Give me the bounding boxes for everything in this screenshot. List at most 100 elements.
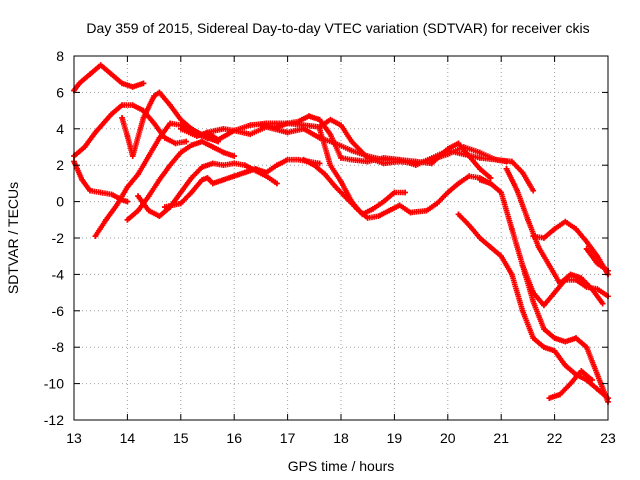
data-point [445, 151, 451, 158]
data-point [557, 391, 563, 398]
data-point [509, 271, 515, 278]
data-point [145, 153, 152, 159]
data-point [194, 133, 200, 139]
data-point [578, 275, 585, 281]
x-tick-label: 13 [66, 430, 82, 446]
x-tick-label: 18 [333, 430, 349, 446]
x-axis-label: GPS time / hours [288, 458, 395, 474]
data-point [124, 133, 131, 139]
data-point [402, 189, 408, 196]
data-point [428, 160, 435, 167]
data-point [594, 386, 601, 392]
data-point [316, 126, 323, 132]
data-point [599, 300, 606, 307]
data-point [519, 169, 526, 176]
data-point [119, 115, 125, 121]
x-tick-label: 16 [226, 430, 242, 446]
data-point [348, 198, 355, 205]
data-point [348, 138, 355, 145]
data-point [156, 135, 163, 141]
y-tick-label: -2 [52, 230, 65, 246]
data-point [455, 180, 462, 187]
data-point [108, 191, 115, 198]
data-point [316, 160, 323, 167]
data-point [551, 348, 558, 354]
data-point [161, 204, 168, 210]
series-track-4 [92, 120, 211, 239]
data-point [396, 202, 403, 209]
data-point [306, 113, 312, 119]
series-markers [71, 62, 147, 94]
data-point [573, 335, 579, 341]
data-point [535, 244, 542, 250]
data-point [477, 235, 483, 241]
data-point [573, 277, 579, 283]
data-point [215, 136, 221, 143]
grid [74, 56, 608, 420]
data-point [364, 158, 371, 165]
data-point [247, 131, 254, 138]
data-point [530, 335, 537, 341]
data-point [546, 262, 553, 269]
series-track-1 [71, 62, 147, 94]
data-point [156, 89, 163, 96]
data-point [407, 209, 414, 216]
data-point [530, 289, 537, 296]
data-point [242, 169, 248, 176]
data-point [562, 362, 569, 369]
data-point [210, 180, 216, 187]
data-point [284, 129, 291, 136]
data-point [135, 207, 141, 214]
data-point [380, 198, 387, 205]
y-tick-label: -4 [52, 266, 65, 282]
data-point [498, 189, 504, 196]
series-track-13 [316, 126, 408, 218]
x-tick-label: 15 [173, 430, 189, 446]
data-point [327, 162, 334, 168]
data-point [477, 176, 483, 183]
y-tick-label: -12 [44, 412, 64, 428]
data-point [583, 284, 590, 290]
data-point [129, 102, 136, 108]
series-track-2 [71, 102, 189, 159]
data-point [525, 217, 531, 223]
data-point [477, 149, 483, 156]
data-point [145, 193, 152, 199]
chart-title: Day 359 of 2015, Sidereal Day-to-day VTE… [86, 20, 589, 36]
data-point [300, 156, 307, 163]
series-markers [530, 218, 611, 278]
data-point [364, 215, 371, 221]
data-point [178, 149, 184, 156]
data-point [434, 200, 440, 207]
data-point [567, 380, 574, 387]
data-point [210, 160, 216, 167]
series-track-6 [124, 138, 237, 223]
data-point [124, 198, 131, 205]
data-point [231, 160, 237, 167]
data-point [487, 175, 494, 181]
x-tick-label: 14 [120, 430, 136, 446]
data-point [204, 175, 211, 181]
data-point [300, 122, 307, 128]
data-point [348, 147, 355, 154]
data-point [380, 155, 387, 161]
data-point [129, 153, 136, 159]
series-track-20 [583, 246, 611, 274]
y-tick-label: 2 [56, 157, 64, 173]
data-point [274, 124, 280, 130]
data-point [220, 149, 227, 156]
data-point [562, 338, 569, 345]
data-point [396, 156, 403, 163]
data-point [498, 253, 504, 259]
data-point [119, 102, 125, 108]
data-point [509, 158, 515, 165]
data-point [348, 156, 355, 163]
series-markers [583, 246, 611, 274]
axis-ticks: 13 14 15 16 17 18 19 20 21 22 23 -12 -10 -8 -6 -4 -2 0 2 4 6… [44, 48, 616, 446]
data-point [509, 226, 515, 232]
data-point [546, 395, 553, 401]
data-point [274, 180, 280, 187]
data-point [135, 171, 141, 178]
data-point [156, 213, 163, 219]
